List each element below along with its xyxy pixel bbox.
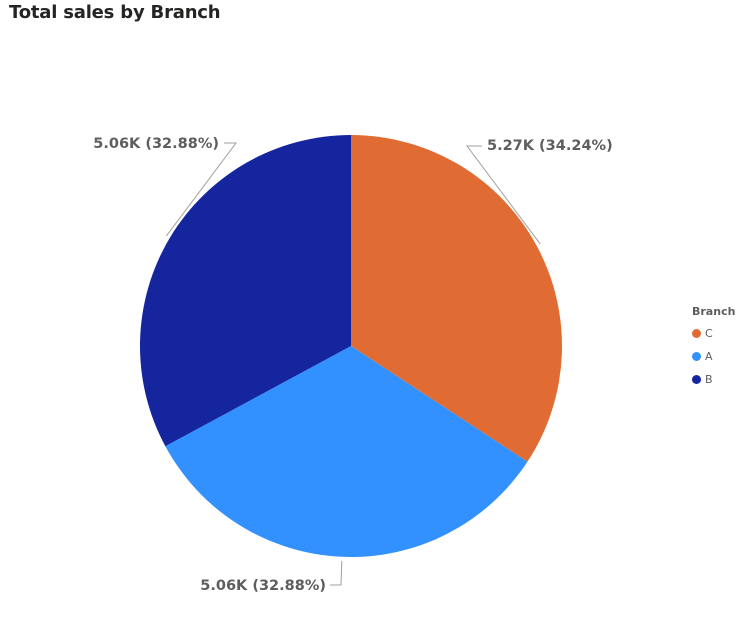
pie-slice-a[interactable]	[165, 346, 528, 558]
legend-label-b: B	[705, 373, 713, 386]
legend-swatch-c	[692, 329, 701, 338]
legend-item-a[interactable]: A	[692, 345, 735, 368]
pie-slice-b[interactable]	[139, 135, 351, 447]
chart-title: Total sales by Branch	[9, 2, 221, 23]
data-label-c: 5.27K (34.24%)	[487, 138, 613, 154]
data-label-a: 5.06K (32.88%)	[200, 578, 326, 594]
legend-item-c[interactable]: C	[692, 322, 735, 345]
leader-line-a	[330, 560, 343, 586]
pie-slice-c[interactable]	[351, 135, 563, 462]
legend-title: Branch	[692, 305, 736, 318]
leader-line-b	[165, 142, 237, 237]
data-label-b: 5.06K (32.88%)	[93, 136, 219, 152]
leader-line-c	[466, 145, 541, 245]
legend-label-c: C	[705, 327, 713, 340]
legend-label-a: A	[705, 350, 713, 363]
legend-swatch-a	[692, 352, 701, 361]
legend-item-b[interactable]: B	[692, 368, 735, 391]
legend-swatch-b	[692, 375, 701, 384]
